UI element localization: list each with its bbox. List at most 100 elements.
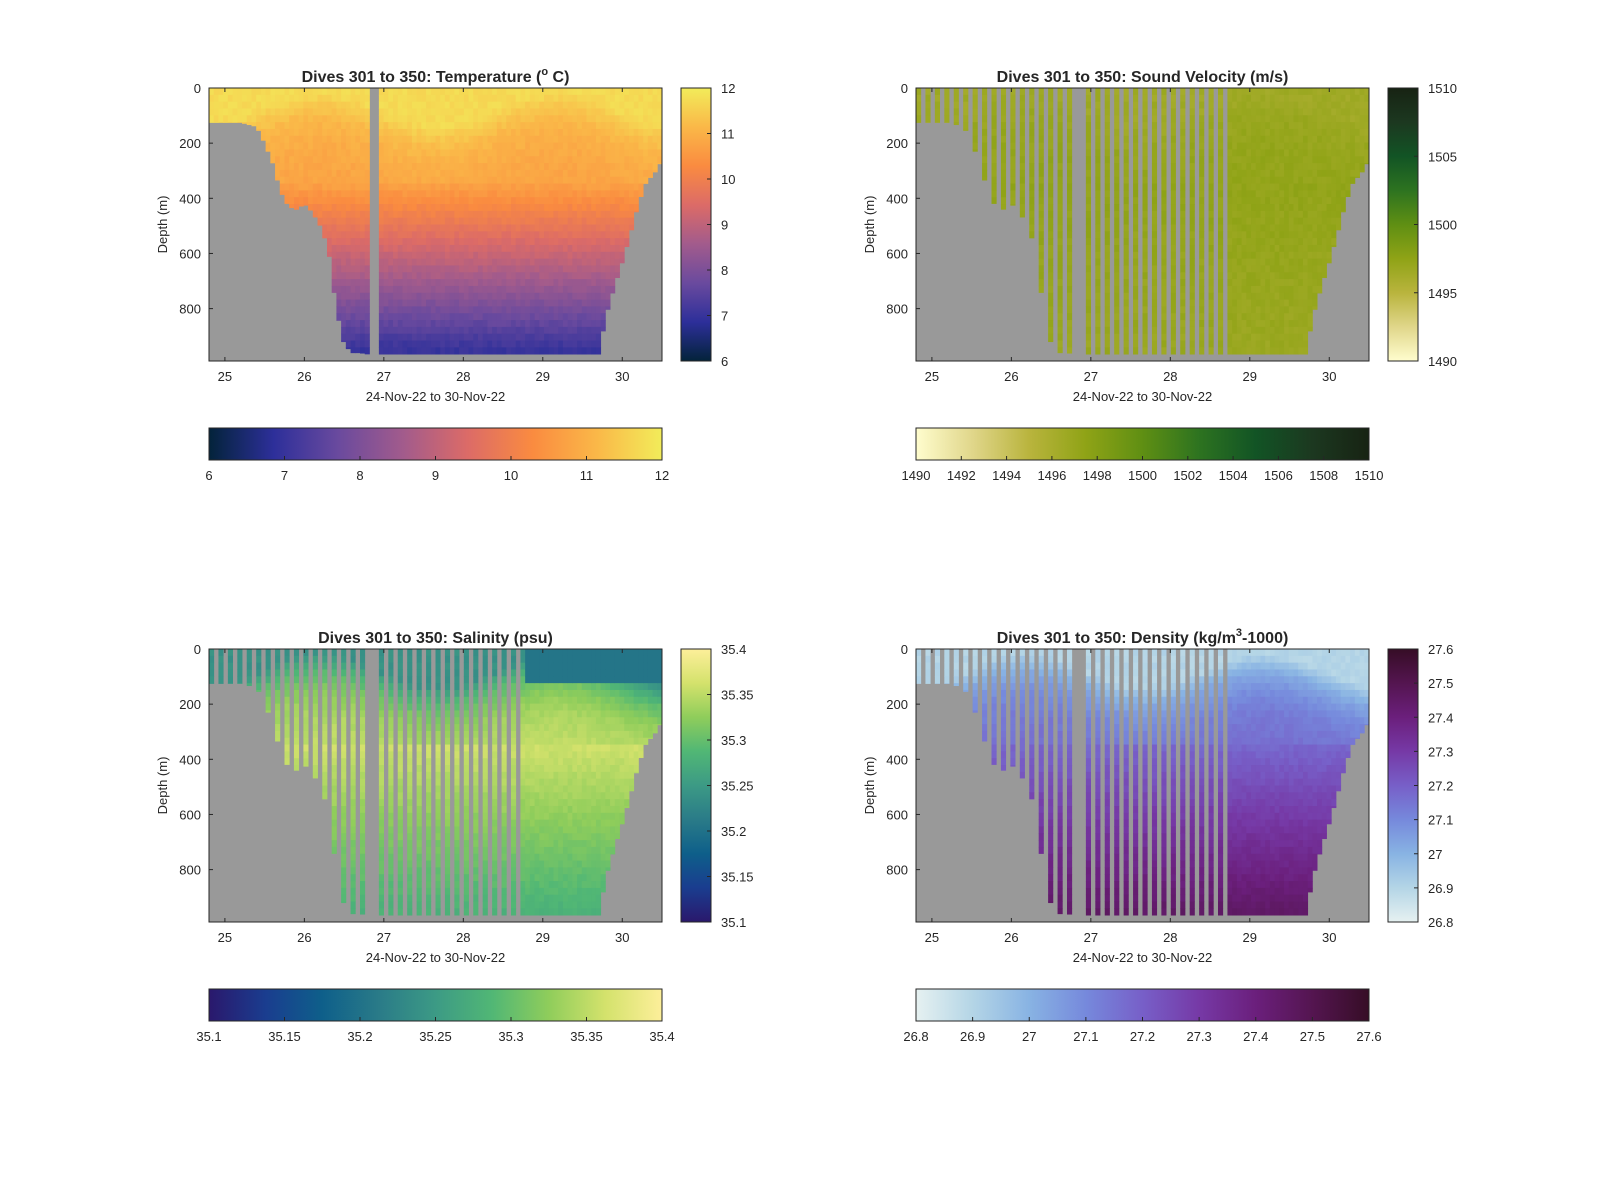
data-cell: [312, 730, 318, 739]
data-cell: [407, 210, 413, 219]
data-cell: [1095, 204, 1101, 212]
data-cell: [1000, 190, 1007, 198]
data-cell: [581, 258, 587, 266]
data-cell: [378, 299, 384, 307]
data-cell: [591, 190, 597, 198]
data-cell: [326, 135, 333, 144]
data-cell: [1298, 333, 1304, 341]
data-cell: [416, 340, 422, 348]
data-cell: [463, 238, 469, 246]
data-cell: [1189, 149, 1195, 157]
data-cell: [454, 320, 460, 328]
data-cell: [1321, 238, 1327, 246]
data-cell: [972, 122, 978, 130]
data-cell: [303, 703, 309, 711]
data-cell: [1241, 313, 1247, 321]
data-cell: [529, 224, 535, 232]
data-cell: [421, 326, 427, 335]
data-cell: [1114, 251, 1120, 260]
data-cell: [581, 340, 587, 348]
data-cell: [1317, 128, 1323, 137]
data-cell: [1048, 231, 1054, 239]
data-cell: [487, 108, 493, 116]
data-cell: [581, 108, 587, 116]
data-cell: [487, 101, 493, 109]
data-cell: [628, 210, 635, 219]
data-cell: [1170, 238, 1176, 246]
data-cell: [600, 163, 606, 171]
data-cell: [610, 244, 616, 253]
data-cell: [331, 758, 337, 766]
data-cell: [378, 347, 384, 355]
data-cell: [1298, 169, 1304, 178]
data-cell: [227, 94, 233, 103]
data-cell: [544, 326, 550, 335]
data-cell: [544, 156, 550, 164]
data-cell: [1067, 122, 1073, 130]
data-cell: [322, 785, 328, 793]
data-cell: [459, 197, 465, 205]
data-cell: [1236, 272, 1242, 280]
data-cell: [463, 163, 469, 171]
data-cell: [293, 737, 300, 745]
data-cell: [449, 122, 455, 130]
data-cell: [492, 183, 498, 191]
data-cell: [322, 683, 328, 691]
data-cell: [1123, 108, 1129, 116]
data-cell: [416, 142, 422, 150]
data-cell: [520, 347, 526, 355]
data-cell: [364, 251, 370, 260]
data-cell: [1133, 94, 1139, 103]
data-cell: [331, 737, 337, 745]
data-cell: [624, 210, 630, 219]
data-cell: [591, 210, 597, 219]
data-cell: [360, 696, 366, 704]
data-cell: [529, 115, 535, 123]
data-cell: [449, 224, 455, 232]
data-cell: [350, 826, 356, 834]
data-cell: [473, 306, 479, 314]
data-cell: [1232, 163, 1238, 171]
data-cell: [317, 169, 323, 178]
data-cell: [1019, 197, 1025, 205]
data-cell: [1251, 88, 1257, 96]
data-cell: [468, 190, 474, 198]
data-cell: [1199, 251, 1205, 260]
data-cell: [1189, 299, 1195, 307]
data-cell: [440, 279, 446, 287]
data-cell: [1269, 149, 1276, 157]
data-cell: [1104, 299, 1110, 307]
data-cell: [539, 122, 545, 130]
data-cell: [444, 169, 451, 178]
data-cell: [265, 689, 271, 698]
data-cell: [1085, 210, 1091, 219]
data-cell: [1317, 224, 1323, 232]
data-cell: [572, 135, 578, 144]
data-cell: [341, 683, 347, 691]
data-cell: [444, 183, 451, 191]
data-cell: [468, 285, 474, 294]
data-cell: [421, 313, 427, 321]
data-cell: [444, 299, 451, 307]
data-cell: [572, 320, 578, 328]
data-cell: [487, 204, 493, 212]
data-cell: [558, 347, 564, 355]
data-cell: [468, 156, 474, 164]
data-cell: [577, 244, 583, 253]
data-cell: [1274, 204, 1280, 212]
data-cell: [383, 340, 389, 348]
data-cell: [520, 190, 526, 198]
data-cell: [492, 210, 498, 219]
data-cell: [515, 251, 521, 260]
data-cell: [944, 108, 950, 116]
data-cell: [548, 217, 554, 225]
data-cell: [463, 135, 469, 144]
data-cell: [360, 683, 366, 691]
data-cell: [496, 176, 502, 184]
data-cell: [393, 292, 399, 300]
data-cell: [1241, 340, 1247, 348]
data-cell: [628, 204, 635, 212]
data-cell: [1255, 306, 1261, 314]
data-cell: [1312, 135, 1318, 144]
